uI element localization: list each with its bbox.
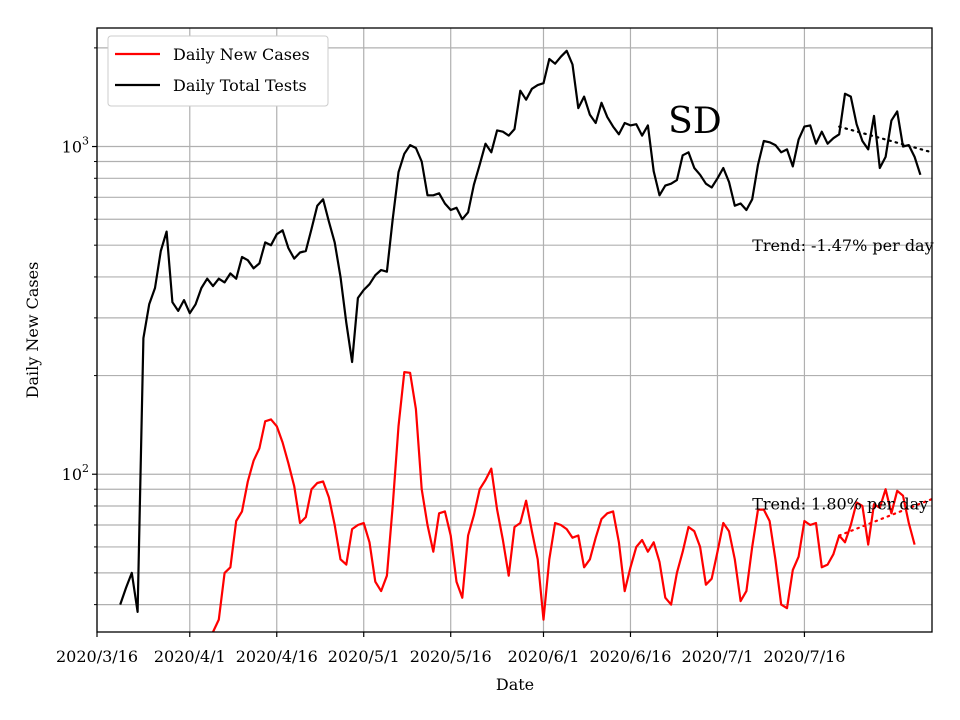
x-tick-label: 2020/6/1: [508, 647, 580, 666]
series-line-daily-new-cases: [212, 371, 916, 633]
x-tick-label: 2020/5/16: [410, 647, 492, 666]
x-tick-label: 2020/3/16: [56, 647, 138, 666]
series-line-daily-total-tests: [119, 49, 922, 613]
legend-label-daily-new-cases: Daily New Cases: [173, 45, 310, 64]
trend-line-daily-total-tests: [838, 125, 934, 154]
x-tick-label: 2020/6/16: [589, 647, 671, 666]
plot-frame: [96, 27, 933, 633]
x-tick-label: 2020/7/16: [763, 647, 845, 666]
x-axis-label: Date: [496, 675, 534, 694]
y-axis-label: Daily New Cases: [23, 262, 42, 399]
x-tick-label: 2020/5/1: [328, 647, 400, 666]
annotation-trend: Trend: 1.80% per day: [752, 495, 928, 514]
x-tick-label: 2020/4/1: [154, 647, 226, 666]
annotations: SD Trend: -1.47% per day Trend: 1.80% per …: [668, 101, 933, 514]
series-layer: [119, 49, 922, 633]
legend-label-daily-total-tests: Daily Total Tests: [173, 76, 307, 95]
annotation-sd: SD: [668, 101, 722, 142]
x-tick-label: 2020/7/1: [682, 647, 754, 666]
y-tick-label: 102: [62, 462, 89, 484]
y-tick-label: 103: [62, 135, 89, 157]
annotation-trend: Trend: -1.47% per day: [752, 236, 933, 255]
legend: Daily New Cases Daily Total Tests: [107, 35, 329, 107]
axis-ticks: 2020/3/16 2020/4/1 2020/4/16 2020/5/1 2020/5…: [56, 47, 845, 666]
legend-box: [107, 35, 329, 107]
trend-layer: [838, 125, 934, 537]
x-tick-label: 2020/4/16: [236, 647, 318, 666]
